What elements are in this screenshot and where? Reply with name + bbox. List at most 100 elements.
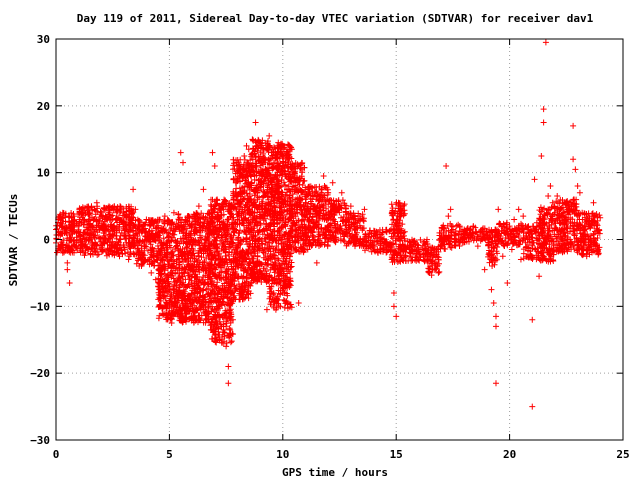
data-point: [141, 243, 148, 250]
data-point: [263, 306, 270, 313]
data-point: [529, 403, 536, 410]
data-point: [554, 193, 561, 200]
data-point: [304, 246, 311, 253]
data-point: [590, 199, 597, 206]
data-point: [522, 223, 529, 230]
y-tick-label: −20: [30, 367, 50, 380]
data-point: [434, 263, 441, 270]
data-point: [177, 149, 184, 156]
data-point: [182, 216, 189, 223]
chart-title: Day 119 of 2011, Sidereal Day-to-day VTE…: [77, 12, 594, 25]
data-point: [579, 209, 586, 216]
data-point: [488, 286, 495, 293]
data-point: [295, 299, 302, 306]
data-point: [73, 229, 80, 236]
data-point: [384, 246, 391, 253]
data-point: [166, 310, 173, 317]
data-point: [542, 39, 549, 46]
data-point: [563, 199, 570, 206]
data-point: [576, 189, 583, 196]
data-point: [492, 380, 499, 387]
data-point: [277, 303, 284, 310]
data-point: [316, 203, 323, 210]
data-point: [406, 249, 413, 256]
data-point: [497, 233, 504, 240]
data-point: [395, 199, 402, 206]
y-tick-label: 10: [37, 167, 50, 180]
data-point: [234, 216, 241, 223]
data-point: [420, 253, 427, 260]
data-point: [193, 316, 200, 323]
data-point: [238, 166, 245, 173]
data-points: [53, 39, 602, 410]
data-point: [570, 156, 577, 163]
data-band: [53, 210, 82, 256]
data-point: [107, 223, 114, 230]
data-point: [59, 209, 66, 216]
data-point: [379, 229, 386, 236]
data-point: [284, 156, 291, 163]
x-tick-labels: 0 5 10 15 20 25: [53, 448, 630, 461]
data-point: [66, 279, 73, 286]
x-axis-label: GPS time / hours: [282, 466, 388, 479]
data-band: [288, 159, 309, 256]
data-point: [150, 223, 157, 230]
data-band: [325, 197, 350, 246]
data-point: [375, 249, 382, 256]
data-point: [68, 223, 75, 230]
data-point: [220, 340, 227, 347]
data-point: [161, 213, 168, 220]
data-point: [232, 226, 239, 233]
data-point: [118, 229, 125, 236]
data-point: [195, 203, 202, 210]
y-tick-label: −10: [30, 300, 50, 313]
data-point: [567, 223, 574, 230]
data-band: [425, 243, 443, 279]
data-point: [123, 239, 130, 246]
data-point: [191, 313, 198, 320]
data-band: [436, 220, 463, 252]
data-point: [456, 223, 463, 230]
data-band: [155, 216, 179, 323]
data-point: [214, 196, 221, 203]
data-point: [585, 213, 592, 220]
data-point: [470, 223, 477, 230]
data-point: [565, 206, 572, 213]
data-point: [116, 253, 123, 260]
x-tick-label: 0: [53, 448, 60, 461]
y-axis-label: SDTVAR / TECUs: [7, 194, 20, 287]
data-point: [540, 119, 547, 126]
x-tick-label: 25: [616, 448, 629, 461]
data-point: [365, 243, 372, 250]
data-point: [570, 122, 577, 129]
data-point: [87, 216, 94, 223]
data-point: [492, 313, 499, 320]
data-density-bands: [53, 136, 604, 346]
data-point: [481, 266, 488, 273]
data-point: [461, 226, 468, 233]
data-point: [583, 253, 590, 260]
data-point: [440, 229, 447, 236]
data-point: [325, 189, 332, 196]
data-point: [62, 213, 69, 220]
data-point: [275, 139, 282, 146]
data-band: [132, 216, 161, 269]
data-point: [490, 299, 497, 306]
data-point: [322, 226, 329, 233]
axis-ticks: [55, 38, 624, 441]
data-point: [581, 223, 588, 230]
data-point: [89, 239, 96, 246]
data-point: [388, 256, 395, 263]
data-point: [98, 209, 105, 216]
x-tick-label: 10: [276, 448, 289, 461]
data-point: [282, 173, 289, 180]
data-point: [64, 266, 71, 273]
data-point: [302, 196, 309, 203]
data-point: [82, 249, 89, 256]
data-point: [272, 263, 279, 270]
data-point: [556, 219, 563, 226]
data-point: [318, 189, 325, 196]
y-tick-label: 20: [37, 100, 50, 113]
data-point: [139, 226, 146, 233]
